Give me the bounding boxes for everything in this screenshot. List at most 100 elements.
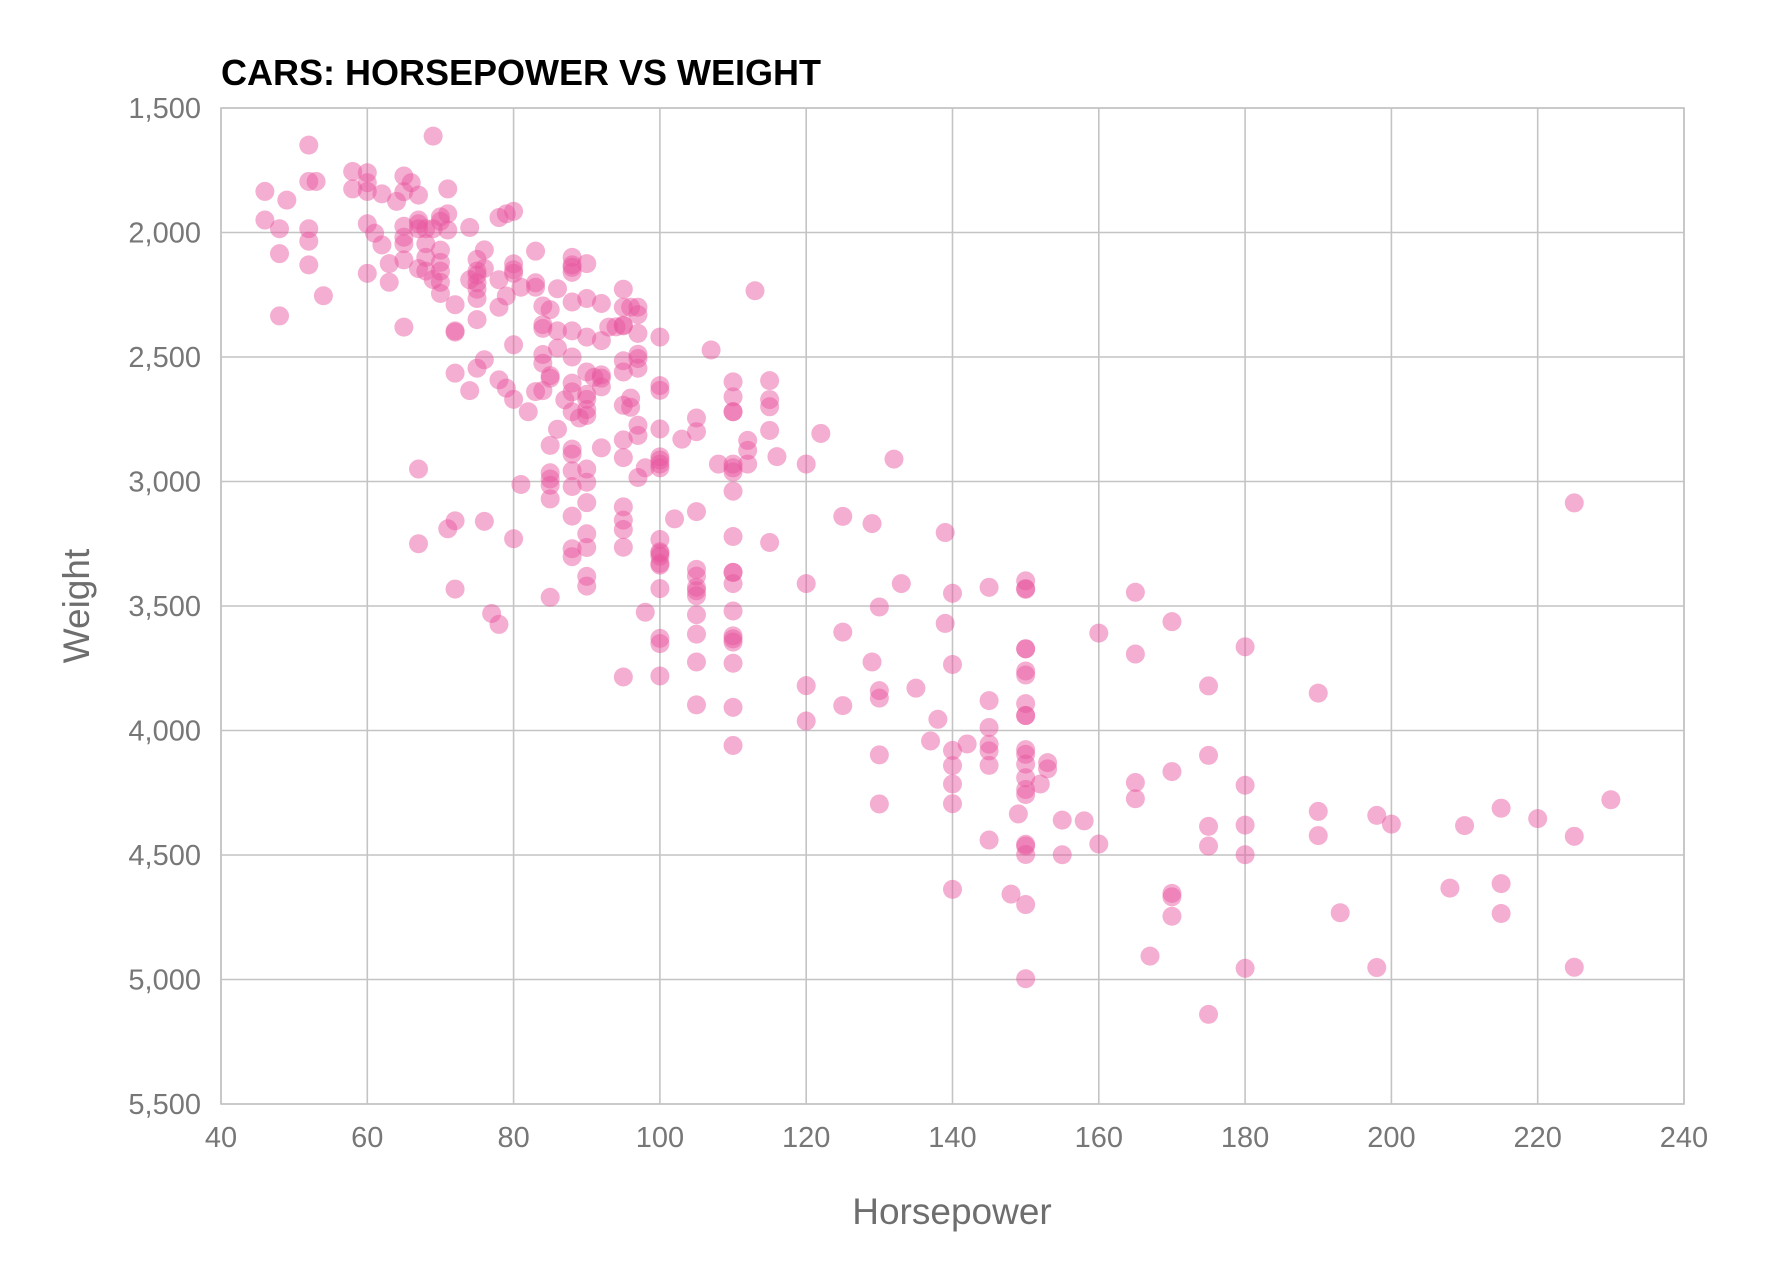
data-point xyxy=(869,745,889,765)
data-point xyxy=(496,378,516,398)
data-point xyxy=(562,292,582,312)
data-point xyxy=(255,210,275,230)
data-point xyxy=(628,468,648,488)
y-tick-label: 3,000 xyxy=(128,467,201,499)
data-point xyxy=(1016,780,1036,800)
data-point xyxy=(723,527,743,547)
data-point xyxy=(650,530,670,550)
data-point xyxy=(540,475,560,495)
data-point xyxy=(540,587,560,607)
x-tick-label: 40 xyxy=(205,1122,237,1154)
data-point xyxy=(1016,754,1036,774)
data-point xyxy=(1308,683,1328,703)
data-point xyxy=(474,258,494,278)
data-point xyxy=(1367,958,1387,978)
data-point xyxy=(738,454,758,474)
data-point xyxy=(796,574,816,594)
data-point xyxy=(577,389,597,409)
data-point xyxy=(270,306,290,326)
data-point xyxy=(591,368,611,388)
data-point xyxy=(562,255,582,275)
data-point xyxy=(526,241,546,261)
data-point xyxy=(613,395,633,415)
data-point xyxy=(489,370,509,390)
data-point xyxy=(1016,579,1036,599)
data-point xyxy=(445,322,465,342)
data-point xyxy=(577,400,597,420)
data-point xyxy=(1016,661,1036,681)
data-point xyxy=(409,185,429,205)
data-point xyxy=(1016,639,1036,659)
data-point xyxy=(540,463,560,483)
x-tick-label: 240 xyxy=(1660,1122,1708,1154)
data-point xyxy=(723,462,743,482)
data-point xyxy=(438,519,458,539)
y-tick-label: 5,000 xyxy=(128,965,201,997)
data-point xyxy=(562,402,582,422)
data-point xyxy=(613,316,633,336)
data-point xyxy=(957,734,977,754)
data-point xyxy=(738,430,758,450)
data-point xyxy=(1140,946,1160,966)
data-point xyxy=(686,624,706,644)
data-point xyxy=(650,450,670,470)
data-point xyxy=(547,338,567,358)
data-point xyxy=(1089,623,1109,643)
data-point xyxy=(869,794,889,814)
data-point xyxy=(511,277,531,297)
data-point xyxy=(862,514,882,534)
data-point xyxy=(504,263,524,283)
data-point xyxy=(738,440,758,460)
data-point xyxy=(943,583,962,603)
data-point xyxy=(511,474,531,494)
data-point xyxy=(723,562,743,582)
data-point xyxy=(686,559,706,579)
data-point xyxy=(430,284,450,304)
data-point xyxy=(701,340,721,360)
data-point xyxy=(562,247,582,267)
data-point xyxy=(394,250,414,270)
data-point xyxy=(430,261,450,281)
y-tick-label: 3,500 xyxy=(128,591,201,623)
data-point xyxy=(613,315,633,335)
data-point xyxy=(723,454,743,474)
data-point xyxy=(1308,801,1328,821)
data-point xyxy=(979,577,999,597)
data-point xyxy=(723,632,743,652)
data-point xyxy=(628,323,648,343)
data-point xyxy=(613,510,633,530)
data-point xyxy=(1564,957,1584,977)
data-point xyxy=(1016,694,1036,714)
data-point xyxy=(423,219,443,239)
data-point xyxy=(686,581,706,601)
data-point xyxy=(628,305,648,325)
data-point xyxy=(460,270,480,290)
data-point xyxy=(1016,579,1036,599)
data-point xyxy=(299,255,319,275)
data-point xyxy=(489,297,509,317)
data-point xyxy=(540,368,560,388)
data-point xyxy=(672,429,692,449)
data-point xyxy=(577,576,597,596)
x-tick-label: 160 xyxy=(1075,1122,1123,1154)
x-tick-label: 60 xyxy=(351,1122,383,1154)
y-tick-label: 2,000 xyxy=(128,218,201,250)
data-point xyxy=(467,249,487,269)
data-point xyxy=(526,277,546,297)
data-point xyxy=(1199,1004,1219,1024)
data-point xyxy=(723,402,743,422)
data-point xyxy=(387,191,407,211)
data-point xyxy=(474,511,494,531)
data-point xyxy=(562,506,582,526)
data-point xyxy=(1162,762,1182,782)
data-point xyxy=(562,257,582,277)
data-point xyxy=(489,208,509,228)
data-point xyxy=(1052,845,1072,865)
data-point xyxy=(555,390,575,410)
data-point xyxy=(577,254,597,274)
data-point xyxy=(1030,774,1050,794)
data-point xyxy=(650,454,670,474)
data-point xyxy=(430,252,450,272)
data-point xyxy=(496,204,516,224)
